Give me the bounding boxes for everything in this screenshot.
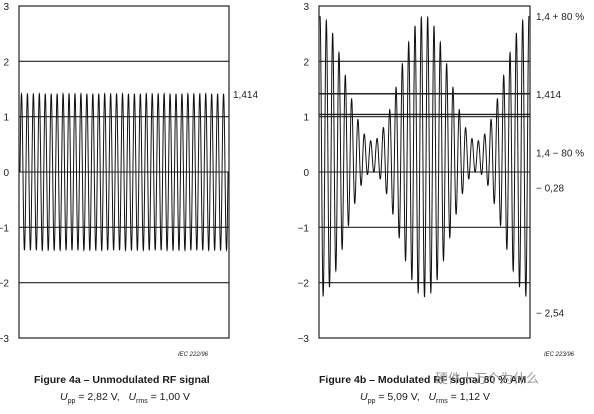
- y-tick-label: −1: [298, 223, 310, 234]
- y-tick-label: 2: [303, 57, 309, 68]
- annotation-label: 1,414: [233, 90, 258, 101]
- chart-4a: 3 2 1 0 −1 −2 −3 1,414: [0, 2, 258, 345]
- figure-4a: 3 2 1 0 −1 −2 −3 1,414 IEC 222/96 Figure 4a – U…: [0, 0, 297, 409]
- y-tick-label: −2: [0, 279, 9, 290]
- caption-4a: Figure 4a – Unmodulated RF signal: [34, 374, 210, 386]
- y-tick-label: 1: [3, 113, 9, 124]
- watermark: 硬件十万个为什么: [435, 371, 540, 386]
- y-tick-label: 2: [3, 57, 9, 68]
- y-tick-label: 3: [3, 2, 9, 13]
- annotation-label: 1,4 + 80 %: [536, 12, 584, 23]
- series-line: [19, 92, 229, 252]
- y-tick-label: 0: [303, 168, 309, 179]
- annotation-label: 1,4 − 80 %: [536, 149, 584, 160]
- caption-4b: Figure 4b – Modulated RF signal 80 % AM: [319, 374, 527, 386]
- y-tick-label: 0: [3, 168, 9, 179]
- annotation-label: − 2,54: [536, 309, 565, 320]
- chart-4b: 3 2 1 0 −1 −2 −3 1,4 + 80 % 1,414 1,4 − 80 % − 0,2…: [298, 2, 585, 345]
- series-line: [319, 15, 530, 298]
- y-tick-label: 1: [303, 113, 309, 124]
- source-tag-4a: IEC 222/96: [178, 352, 209, 358]
- y-tick-label: −3: [298, 334, 310, 345]
- subcaption-4b: Upp = 5,09 V, Urms = 1,12 V: [360, 391, 491, 406]
- y-tick-label: −2: [298, 279, 310, 290]
- y-tick-label: −3: [0, 334, 9, 345]
- annotation-label: − 0,28: [536, 183, 565, 194]
- subcaption-4a: Upp = 2,82 V, Urms = 1,00 V: [60, 391, 191, 406]
- source-tag-4b: IEC 223/96: [544, 352, 575, 358]
- figure-4b: 3 2 1 0 −1 −2 −3 1,4 + 80 % 1,414 1,4 − 80 % − 0,2…: [297, 0, 594, 409]
- y-tick-label: −1: [0, 223, 9, 234]
- annotation-label: 1,414: [536, 90, 561, 101]
- y-tick-label: 3: [303, 2, 309, 13]
